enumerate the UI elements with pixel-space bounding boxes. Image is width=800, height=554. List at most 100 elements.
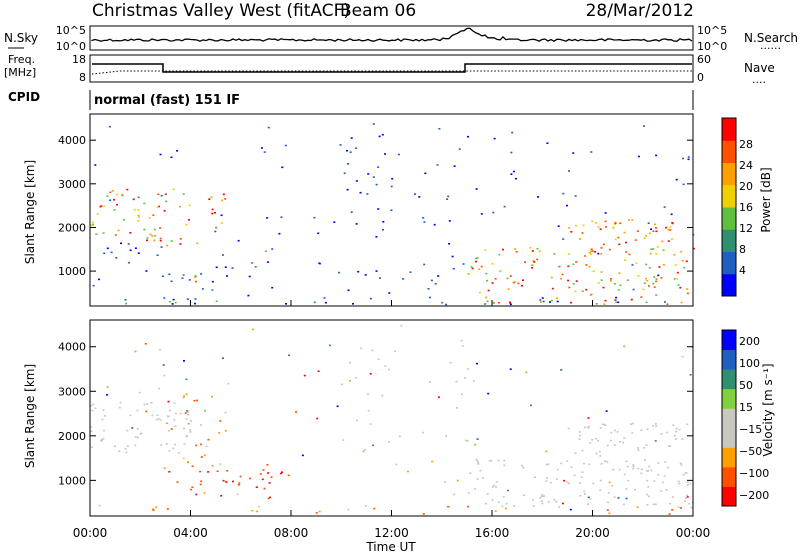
- echo-cell: [356, 419, 359, 422]
- echo-cell: [587, 503, 589, 505]
- echo-cell: [533, 261, 536, 263]
- echo-cell: [221, 199, 224, 202]
- echo-cell: [619, 222, 622, 225]
- echo-cell: [157, 193, 160, 196]
- echo-cell: [172, 298, 175, 301]
- echo-cell: [613, 444, 616, 446]
- echo-cell: [669, 502, 672, 505]
- echo-cell: [360, 347, 363, 349]
- echo-cell: [583, 462, 585, 465]
- echo-cell: [301, 454, 304, 457]
- echo-cell: [170, 156, 173, 159]
- echo-cell: [263, 151, 266, 153]
- echo-cell: [660, 490, 663, 492]
- echo-cell: [556, 468, 559, 471]
- time-tick-label: 04:00: [173, 526, 208, 540]
- colorbar-tick-label: 16: [739, 201, 753, 214]
- echo-cell: [400, 324, 403, 327]
- echo-cell: [336, 405, 339, 408]
- echo-cell: [469, 472, 472, 474]
- echo-cell: [284, 144, 287, 147]
- echo-cell: [636, 506, 639, 508]
- echo-cell: [625, 241, 627, 244]
- echo-cell: [224, 430, 227, 432]
- echo-cell: [506, 277, 509, 280]
- echo-cell: [187, 413, 190, 416]
- echo-cell: [364, 505, 367, 507]
- echo-cell: [270, 476, 273, 478]
- velocity-panel-frame: [89, 319, 694, 517]
- echo-cell: [674, 438, 677, 440]
- echo-cell: [456, 479, 459, 482]
- colorbar-tick-label: 28: [739, 138, 753, 151]
- echo-cell: [598, 450, 601, 453]
- echo-cell: [568, 286, 571, 289]
- echo-cell: [194, 302, 196, 305]
- echo-cell: [562, 502, 564, 505]
- colorbar-segment: [722, 349, 736, 370]
- echo-cell: [663, 475, 666, 477]
- echo-cell: [668, 513, 671, 515]
- echo-cell: [480, 265, 483, 268]
- echo-cell: [103, 252, 106, 255]
- echo-cell: [476, 362, 478, 365]
- echo-cell: [267, 497, 270, 500]
- echo-cell: [348, 380, 351, 382]
- echo-cell: [210, 196, 213, 198]
- echo-cell: [652, 248, 655, 250]
- echo-cell: [285, 303, 287, 305]
- echo-cell: [355, 147, 358, 149]
- echo-cell: [171, 303, 174, 305]
- echo-cell: [568, 170, 570, 172]
- echo-cell: [673, 434, 676, 437]
- echo-cell: [281, 471, 283, 473]
- echo-cell: [168, 300, 171, 303]
- freq-right-label: Nave: [744, 61, 775, 75]
- echo-cell: [98, 278, 100, 281]
- echo-cell: [545, 463, 548, 466]
- echo-cell: [467, 273, 470, 276]
- echo-cell: [492, 486, 494, 488]
- echo-cell: [193, 276, 196, 279]
- echo-cell: [495, 486, 498, 488]
- echo-cell: [492, 211, 495, 214]
- echo-cell: [200, 273, 203, 275]
- echo-cell: [499, 270, 502, 272]
- echo-cell: [550, 276, 553, 279]
- echo-cell: [451, 255, 454, 258]
- echo-cell: [215, 266, 218, 269]
- echo-cell: [146, 403, 148, 405]
- echo-cell: [159, 419, 162, 421]
- echo-cell: [125, 302, 128, 305]
- y-tick-label: 2000: [58, 221, 86, 234]
- echo-cell: [90, 446, 93, 449]
- echo-cell: [287, 474, 290, 477]
- echo-cell: [98, 504, 101, 507]
- echo-cell: [574, 195, 577, 197]
- echo-cell: [617, 289, 620, 291]
- echo-cell: [195, 444, 198, 447]
- echo-cell: [163, 210, 166, 212]
- echo-cell: [597, 252, 600, 255]
- sky-count-trace: [91, 27, 693, 42]
- echo-cell: [623, 437, 626, 439]
- echo-cell: [512, 170, 515, 173]
- echo-cell: [333, 221, 336, 223]
- echo-cell: [597, 226, 600, 228]
- echo-cell: [657, 274, 660, 277]
- echo-cell: [585, 288, 588, 291]
- echo-cell: [211, 212, 214, 215]
- echo-cell: [658, 266, 661, 268]
- echo-cell: [502, 248, 504, 251]
- echo-cell: [497, 501, 500, 503]
- time-tick-label: 00:00: [676, 526, 711, 540]
- echo-cell: [643, 447, 646, 449]
- echo-cell: [133, 208, 136, 211]
- echo-cell: [682, 474, 685, 476]
- echo-cell: [647, 486, 650, 488]
- echo-cell: [648, 232, 651, 235]
- echo-cell: [466, 440, 469, 442]
- echo-cell: [622, 503, 625, 506]
- echo-cell: [601, 423, 604, 426]
- echo-cell: [497, 302, 500, 304]
